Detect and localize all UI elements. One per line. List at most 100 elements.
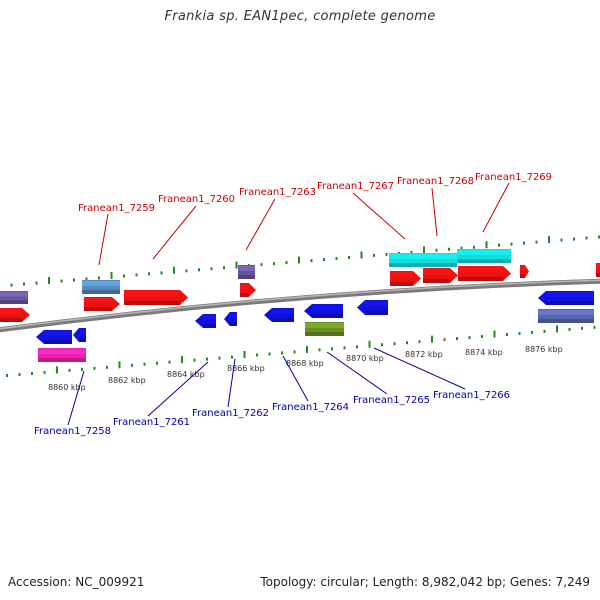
minor-tick (531, 330, 533, 334)
gene-label-forward: Franean1_7260 (158, 194, 235, 205)
minor-tick (373, 253, 375, 257)
gene-reverse-arrow (36, 330, 72, 344)
minor-tick (481, 335, 483, 339)
minor-tick (385, 252, 388, 256)
major-tick (556, 325, 558, 333)
minor-tick (323, 258, 325, 262)
major-tick (368, 340, 371, 348)
minor-tick (256, 353, 258, 357)
minor-tick (410, 250, 413, 254)
gene-block (305, 322, 344, 336)
minor-tick (231, 355, 233, 359)
gene-label-forward: Franean1_7269 (475, 172, 552, 183)
minor-tick (460, 246, 463, 250)
scale-label: 8862 kbp (108, 376, 146, 385)
map-title: Frankia sp. EAN1pec, complete genome (164, 9, 436, 24)
scale-label: 8870 kbp (346, 354, 384, 363)
gene-block (389, 253, 457, 267)
minor-tick (498, 243, 500, 247)
minor-tick (210, 267, 213, 271)
minor-tick (206, 357, 208, 361)
minor-tick (285, 261, 288, 265)
minor-tick (560, 238, 563, 242)
gene-label-forward: Franean1_7267 (317, 181, 394, 192)
minor-tick (268, 352, 271, 356)
scale-label: 8872 kbp (405, 350, 443, 359)
minor-tick (23, 282, 25, 286)
callout-line (352, 192, 406, 240)
gene-label-forward: Franean1_7263 (239, 187, 316, 198)
minor-tick (143, 362, 146, 366)
minor-tick (223, 266, 225, 270)
minor-tick (518, 331, 521, 335)
minor-tick (168, 360, 171, 364)
callout-line (245, 198, 276, 251)
gene-forward-arrow (458, 266, 511, 281)
minor-tick (443, 338, 446, 342)
minor-tick (381, 343, 383, 347)
gene-label-forward: Franean1_7259 (78, 203, 155, 214)
minor-tick (193, 358, 196, 362)
gene-callouts: Franean1_7259Franean1_7260Franean1_7263F… (34, 172, 552, 437)
minor-tick (331, 347, 333, 351)
major-tick (360, 251, 363, 259)
major-tick (485, 241, 488, 249)
gene-forward-arrow (240, 283, 256, 297)
callout-line (67, 370, 85, 426)
minor-tick (93, 366, 96, 370)
minor-tick (506, 333, 508, 337)
minor-tick (468, 336, 471, 340)
minor-tick (156, 361, 158, 365)
gene-forward-arrow (0, 308, 30, 322)
minor-tick (581, 326, 583, 330)
major-tick (493, 330, 496, 338)
major-tick (118, 361, 121, 369)
minor-tick (73, 278, 75, 282)
callout-line (282, 355, 309, 402)
minor-tick (6, 374, 8, 378)
minor-tick (535, 240, 538, 244)
minor-tick (85, 277, 88, 281)
minor-tick (35, 281, 38, 285)
callout-line (431, 187, 438, 237)
gene-reverse-arrow (304, 304, 343, 318)
major-tick (173, 266, 175, 274)
minor-tick (281, 351, 283, 355)
callout-line (373, 347, 466, 390)
gene-forward-arrow (124, 290, 188, 305)
gene-block (538, 309, 594, 323)
accession-text: Accession: NC_009921 (8, 575, 145, 589)
minor-tick (123, 274, 125, 278)
minor-tick (18, 372, 21, 376)
gene-reverse-arrow (73, 328, 86, 342)
gene-reverse-arrow (224, 312, 237, 326)
minor-tick (448, 247, 450, 251)
minor-tick (356, 345, 358, 349)
gene-features (0, 249, 600, 362)
minor-tick (198, 268, 200, 272)
minor-tick (510, 242, 513, 246)
scale-label: 8866 kbp (227, 364, 265, 373)
gene-label-reverse: Franean1_7262 (192, 408, 269, 419)
gene-label-reverse: Franean1_7258 (34, 426, 111, 437)
minor-tick (185, 269, 188, 273)
minor-tick (68, 368, 71, 372)
gene-label-reverse: Franean1_7264 (272, 402, 349, 413)
gene-label-forward: Franean1_7268 (397, 176, 474, 187)
minor-tick (418, 340, 421, 344)
callout-line (482, 182, 510, 233)
scale-label: 8874 kbp (465, 348, 503, 357)
gene-reverse-arrow (195, 314, 216, 328)
scale-label: 8860 kbp (48, 383, 86, 392)
major-tick (110, 271, 113, 279)
minor-tick (543, 329, 546, 333)
minor-tick (31, 371, 33, 375)
gene-block (82, 280, 120, 294)
minor-tick (10, 283, 13, 287)
minor-tick (135, 273, 138, 277)
gene-block (0, 291, 28, 304)
gene-block (596, 263, 600, 277)
minor-tick (585, 236, 588, 240)
minor-tick (573, 237, 575, 241)
minor-tick (393, 342, 396, 346)
